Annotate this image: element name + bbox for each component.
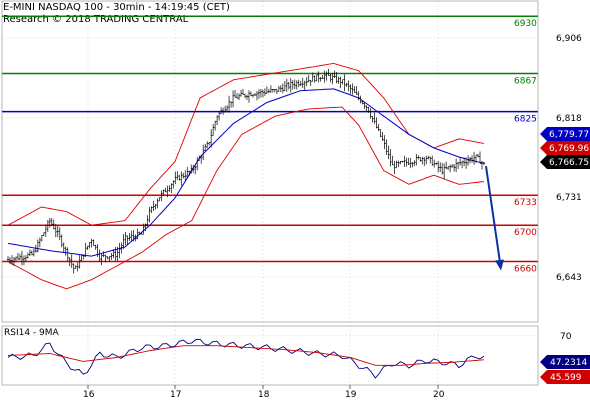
rsi-tag-label: 45.599 <box>550 373 582 383</box>
rsi-title: RSI14 - 9MA <box>4 328 60 338</box>
x-tick-label: 20 <box>433 390 445 400</box>
level-label: 6930 <box>514 19 537 29</box>
price-tag-label: 6,769.96 <box>549 144 589 154</box>
y-tick-label: 6,818 <box>556 114 582 124</box>
price-tag-label: 6,779.77 <box>549 130 589 140</box>
level-label: 6660 <box>514 265 537 275</box>
price-tag <box>540 141 590 155</box>
bollinger-lower-line <box>7 106 485 290</box>
y-tick-label: 6,731 <box>556 193 582 203</box>
rsi-panel: RSI14 - 9MA <box>2 326 538 385</box>
x-tick-label: 19 <box>345 390 357 400</box>
price-panel: 6930 6867 6825 6733 6700 6660 <box>2 1 538 322</box>
y-tick-label: 6,643 <box>556 273 582 283</box>
copyright-credit: Research © 2018 TRADING CENTRAL <box>3 14 189 25</box>
chart-title: E-MINI NASDAQ 100 - 30min - 14:19:45 (CE… <box>3 2 230 13</box>
price-panel-frame <box>1 0 539 323</box>
x-tick-label: 18 <box>258 390 270 400</box>
rsi-panel-frame <box>1 325 539 386</box>
level-label: 6867 <box>514 76 537 86</box>
rsi-9ma-line <box>7 345 485 366</box>
rsi-tag <box>540 370 590 384</box>
rsi-tag <box>540 355 590 369</box>
level-label: 6733 <box>514 198 537 208</box>
projection-arrow <box>485 165 501 263</box>
moving-average-line <box>7 88 485 257</box>
price-tag-label: 6,766.75 <box>549 158 589 168</box>
level-label: 6825 <box>514 115 537 125</box>
price-tag <box>540 155 590 169</box>
rsi-y-tick-label: 70 <box>560 332 572 342</box>
y-tick-label: 6,906 <box>556 34 582 44</box>
bollinger-upper-line <box>7 62 485 226</box>
rsi14-line <box>7 338 485 379</box>
price-tag <box>540 127 590 141</box>
projection-arrow-head <box>495 259 504 271</box>
x-tick-label: 16 <box>83 390 95 400</box>
x-tick-label: 17 <box>170 390 181 400</box>
level-label: 6700 <box>514 228 537 238</box>
rsi-tag-label: 47.2314 <box>550 358 587 368</box>
